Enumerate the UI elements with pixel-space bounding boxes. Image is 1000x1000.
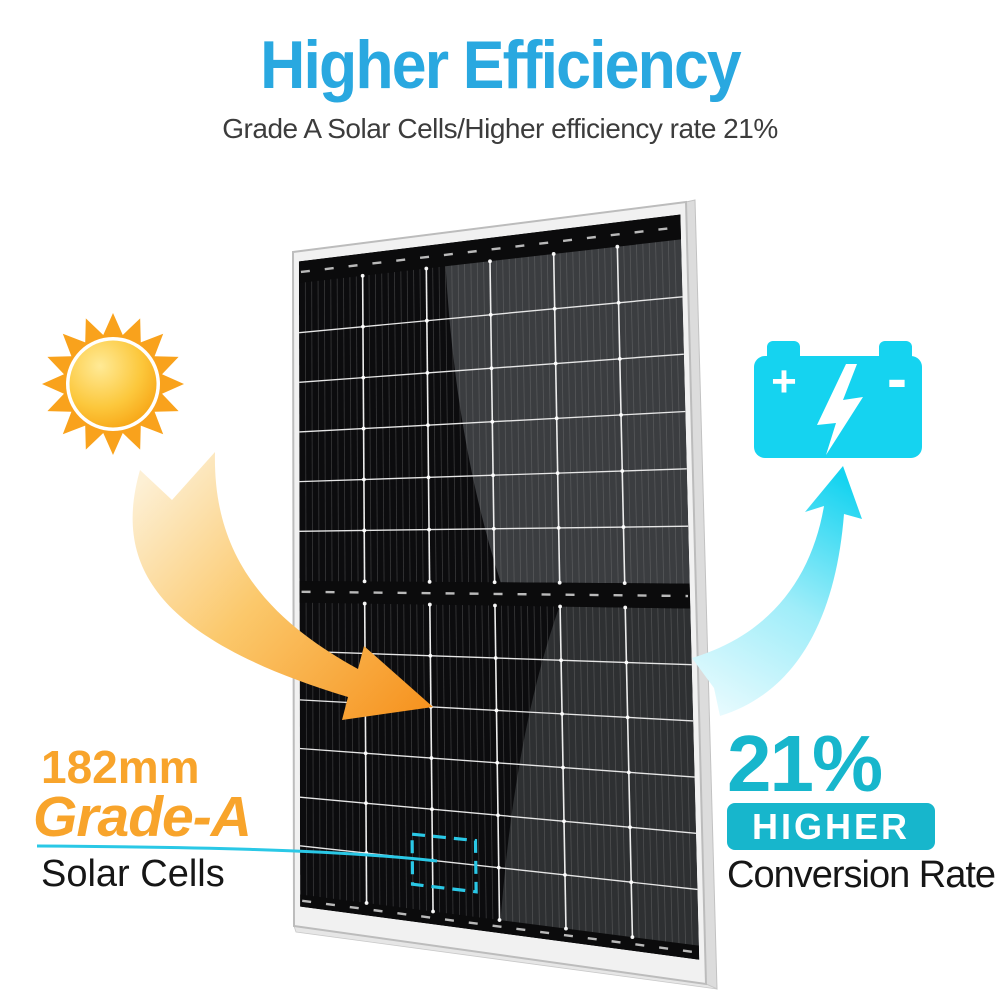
percent-label: 21% [727, 719, 883, 808]
page-subtitle: Grade A Solar Cells/Higher efficiency ra… [222, 113, 778, 144]
energy-arrow-icon [692, 466, 862, 716]
cell-size-label: 182mm [41, 741, 200, 793]
solar-cells-caption: Solar Cells [41, 853, 225, 895]
page-title: Higher Efficiency [260, 27, 742, 103]
solar-panel [291, 199, 718, 990]
conversion-caption: Conversion Rate [727, 854, 996, 896]
higher-badge: HIGHER [727, 803, 935, 850]
highlight-box [410, 832, 478, 894]
battery-plus-label: + [771, 357, 797, 406]
sunlight-arrow-icon [132, 452, 433, 720]
grade-label: Grade-A [33, 785, 252, 849]
battery-minus-label: - [887, 345, 907, 412]
sun-icon [42, 313, 184, 455]
battery-icon: + - [754, 341, 922, 458]
leader-line [36, 844, 438, 863]
lightning-bolt-icon [817, 364, 863, 455]
